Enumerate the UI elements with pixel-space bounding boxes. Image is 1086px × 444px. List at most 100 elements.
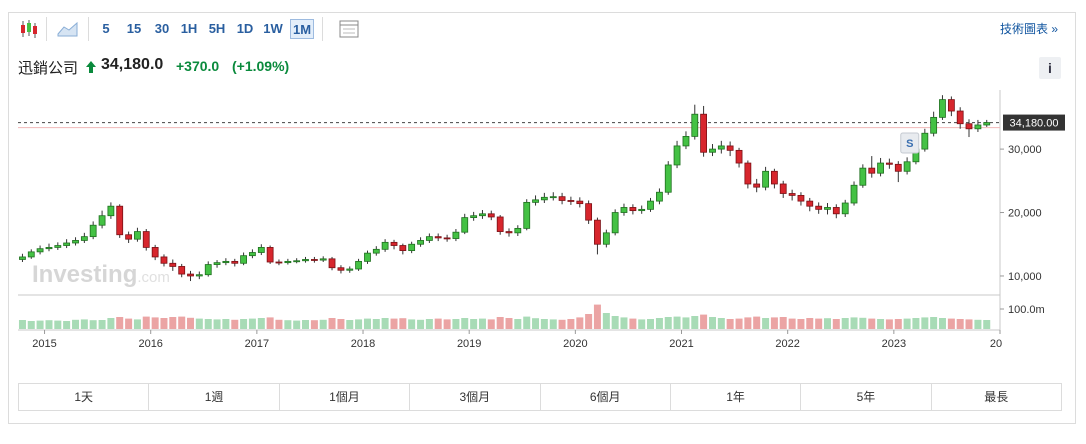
volume-bar [213,319,221,329]
volume-bar [841,318,849,329]
instrument-name: 迅銷公司 [18,60,79,77]
candle-body [540,196,548,201]
volume-bar [664,317,672,329]
volume-bar [770,317,778,329]
range-tab[interactable]: 1年 [671,384,802,410]
area-chart-icon[interactable] [56,20,80,38]
volume-bar [125,318,133,329]
range-tab[interactable]: 6個月 [541,384,671,410]
volume-bar [133,319,141,329]
widget-frame [8,12,1076,424]
range-tab[interactable]: 5年 [801,384,932,410]
volume-bar [169,317,177,329]
candle-body [372,248,380,254]
candle-body [523,201,531,229]
candle-body [850,184,858,204]
candle-body [656,191,663,202]
x-tick-label: 2019 [457,338,481,350]
candle-body [762,170,769,188]
candle-body [213,262,221,265]
interval-button[interactable]: 5H [208,21,226,36]
candlestick-icon[interactable] [18,18,40,40]
candle-body [567,200,575,202]
up-arrow [86,61,96,73]
x-tick-label: 20 [990,338,1002,350]
volume-bar [691,316,699,329]
volume-bar [310,320,318,329]
volume-bar [947,318,955,329]
interval-button[interactable]: 1H [180,21,198,36]
candle-body [514,227,522,234]
candle-body [302,259,309,262]
candle-body [355,260,362,270]
volume-bar [700,314,708,329]
candle-body [36,248,44,253]
candle-body [558,196,566,201]
candle-body [399,245,407,251]
volume-bar [717,318,725,329]
interval-button[interactable]: 1M [290,19,314,39]
interval-button[interactable]: 15 [126,21,142,36]
candle-body [717,145,725,150]
separator [322,17,323,41]
volume-bar [788,318,796,329]
volume-bar [585,314,593,329]
interval-button[interactable]: 1W [263,21,283,36]
candle-body [461,217,469,233]
volume-bar [328,318,336,329]
technical-chart-link[interactable]: 技術圖表 » [1000,22,1059,36]
volume-bar [187,317,195,329]
range-tab[interactable]: 1週 [149,384,280,410]
volume-bar [779,317,787,329]
candle-body [487,213,495,218]
range-tab[interactable]: 1天 [19,384,150,410]
candle-body [753,183,761,188]
volume-bar [222,319,230,329]
candle-body [576,200,584,205]
settings-icon[interactable] [338,19,360,39]
info-button[interactable]: i [1039,57,1061,79]
candle-body [726,145,734,151]
volume-bar [248,318,256,329]
candle-body [629,207,637,212]
volume-bar [408,319,416,329]
volume-bar [983,320,991,329]
volume-bar [726,319,734,329]
volume-bar [576,317,584,329]
candle-body [337,267,345,271]
volume-bar [452,319,460,329]
candle-body [160,256,168,264]
x-tick-label: 2023 [882,338,906,350]
volume-bar [461,318,469,329]
candle-body [673,145,681,166]
candle-body [195,274,203,277]
interval-button[interactable]: 1D [236,21,254,36]
volume-bar [540,319,548,329]
interval-button[interactable]: 5 [102,21,110,36]
candle-body [390,241,398,246]
candle-body [249,252,256,257]
range-tab[interactable]: 最長 [984,390,1009,404]
candle-body [779,183,787,194]
range-tab[interactable]: 3個月 [410,384,541,410]
volume-bar [381,318,389,329]
x-tick-label: 2015 [32,338,56,350]
interval-button[interactable]: 30 [154,21,170,36]
candle-body [877,162,884,174]
volume-bar [231,319,239,329]
volume-bar [832,319,840,329]
event-marker-label: S [906,138,913,150]
candle-body [939,99,946,118]
volume-bar [655,318,663,329]
volume-bar [921,317,929,329]
range-tab[interactable]: 1個月 [280,384,411,410]
volume-bar [673,316,681,329]
x-tick-label: 2022 [775,338,799,350]
volume-bar [257,318,265,329]
volume-bar [293,320,301,329]
candle-body [841,202,849,215]
candle-body [983,122,991,126]
candle-body [602,232,610,245]
volume-bar [443,319,451,329]
